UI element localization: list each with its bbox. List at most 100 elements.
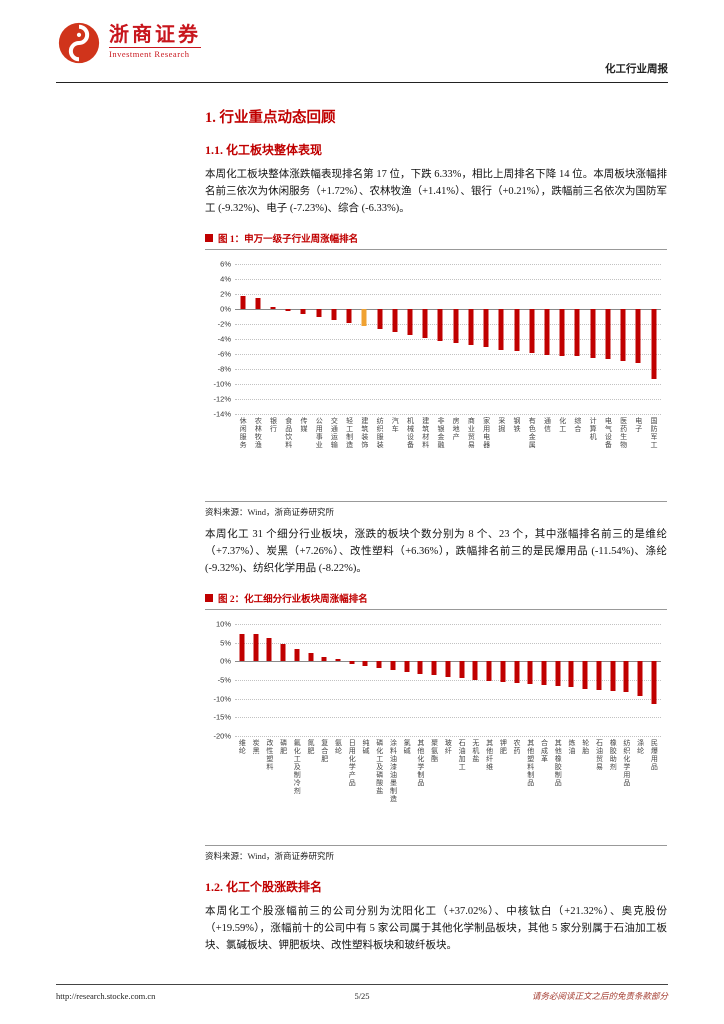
bar-slot xyxy=(427,624,441,736)
bar-slot xyxy=(262,624,276,736)
bar xyxy=(635,309,641,364)
bar-slot xyxy=(524,264,539,414)
gridline xyxy=(235,279,661,280)
bar xyxy=(270,307,276,309)
section-1-title: 1. 行业重点动态回顾 xyxy=(205,110,336,126)
bar xyxy=(544,309,550,355)
bar xyxy=(392,309,398,333)
bar-slot xyxy=(235,264,250,414)
page-number: 5/25 xyxy=(354,991,370,1001)
paragraph-subsector-performance: 本周化工 31 个细分行业板块，涨跌的板块个数分别为 8 个、23 个，其中涨幅… xyxy=(205,529,667,574)
gridline xyxy=(235,624,661,625)
figure2-bar-chart: 10% 5% 0% -5% -10% -15% -20% 维纶 炭黑 改性塑料 磷肥 氟化工及制冷剂… xyxy=(205,610,667,845)
bar-slot xyxy=(372,624,386,736)
x-label-text: 聚氨酯 xyxy=(430,739,438,763)
bar-slot xyxy=(317,624,331,736)
x-label: 家用电器 xyxy=(479,417,494,497)
figure2-source: 资料来源：Wind，浙商证券研究所 xyxy=(205,845,667,864)
bar xyxy=(620,309,626,361)
x-label-text: 炭黑 xyxy=(252,739,260,755)
bars-row xyxy=(235,264,661,414)
bar xyxy=(498,309,504,350)
x-label-text: 传媒 xyxy=(299,417,307,433)
figure2-y-axis: 10% 5% 0% -5% -10% -15% -20% xyxy=(205,620,235,741)
zero-gridline xyxy=(235,309,661,310)
bar xyxy=(346,309,352,324)
bar-slot xyxy=(606,624,620,736)
bar xyxy=(514,309,520,351)
bar xyxy=(316,309,322,317)
x-label: 综合 xyxy=(570,417,585,497)
y-tick-label: 0% xyxy=(220,304,231,314)
x-label: 钢铁 xyxy=(509,417,524,497)
bar-slot xyxy=(386,624,400,736)
x-label: 纺织化学用品 xyxy=(620,739,634,841)
figure1-y-axis: 6% 4% 2% 0% -2% -4% -6% -8% -10% -12% -14% xyxy=(205,260,235,419)
x-label: 传媒 xyxy=(296,417,311,497)
x-label: 氟化工及制冷剂 xyxy=(290,739,304,841)
x-label-text: 汽车 xyxy=(391,417,399,433)
x-label-text: 机械设备 xyxy=(406,417,414,449)
bar-slot xyxy=(345,624,359,736)
report-type-label: 化工行业周报 xyxy=(605,64,668,75)
x-label-text: 纺织化学用品 xyxy=(622,739,630,787)
x-label-text: 纺织服装 xyxy=(376,417,384,449)
bar xyxy=(529,309,535,353)
x-label: 有色金属 xyxy=(524,417,539,497)
y-tick-label: -10% xyxy=(213,694,231,704)
x-label: 交通运输 xyxy=(326,417,341,497)
x-label-text: 食品饮料 xyxy=(284,417,292,449)
x-label: 房地产 xyxy=(448,417,463,497)
bar-slot xyxy=(265,264,280,414)
bar-slot xyxy=(304,624,318,736)
x-label-text: 钢铁 xyxy=(513,417,521,433)
bar xyxy=(404,661,410,673)
x-label-text: 磷化工及磷酸盐 xyxy=(375,739,383,795)
gridline xyxy=(235,354,661,355)
x-label: 改性塑料 xyxy=(262,739,276,841)
x-label-text: 综合 xyxy=(573,417,581,433)
x-label-text: 钾肥 xyxy=(499,739,507,755)
bar xyxy=(472,661,478,680)
x-label: 其他塑料制品 xyxy=(523,739,537,841)
figure2-caption: 图 2：化工细分行业板块周涨幅排名 xyxy=(205,589,667,610)
bar-slot xyxy=(565,624,579,736)
x-label-text: 计算机 xyxy=(589,417,597,441)
bar-slot xyxy=(510,624,524,736)
x-label: 炼油 xyxy=(565,739,579,841)
x-label: 银行 xyxy=(265,417,280,497)
x-label: 其他化学制品 xyxy=(414,739,428,841)
header: 浙商证券 Investment Research 化工行业周报 xyxy=(56,20,668,78)
x-label-text: 橡胶助剂 xyxy=(609,739,617,771)
research-site-link[interactable]: http://research.stocke.com.cn xyxy=(56,991,156,1001)
bar-slot xyxy=(414,624,428,736)
x-label-text: 建筑装饰 xyxy=(360,417,368,449)
bar xyxy=(623,661,629,693)
x-label-text: 采掘 xyxy=(497,417,505,433)
bar-slot xyxy=(479,264,494,414)
bar-slot xyxy=(615,264,630,414)
bar-slot xyxy=(235,624,249,736)
figure1-caption-text: 图 1：申万一级子行业周涨幅排名 xyxy=(218,235,359,245)
bar xyxy=(651,661,657,705)
x-label: 农林牧渔 xyxy=(250,417,265,497)
paragraph-stock-ranking: 本周化工个股涨幅前三的公司分别为沈阳化工（+37.02%）、中核钛白（+21.3… xyxy=(205,906,667,951)
x-label-text: 石油贸易 xyxy=(595,739,603,771)
bar xyxy=(574,309,580,357)
content-column: 1. 行业重点动态回顾 1.1. 化工板块整体表现 本周化工板块整体涨跌幅表现排… xyxy=(205,100,667,964)
bar-slot xyxy=(441,624,455,736)
gridline xyxy=(235,399,661,400)
figure2-caption-text: 图 2：化工细分行业板块周涨幅排名 xyxy=(218,595,368,605)
bar xyxy=(253,634,259,662)
y-tick-label: 4% xyxy=(220,274,231,284)
x-label: 计算机 xyxy=(585,417,600,497)
bar-slot xyxy=(342,264,357,414)
bar xyxy=(349,661,355,664)
bar-slot xyxy=(249,624,263,736)
bar-slot xyxy=(387,264,402,414)
bar-slot xyxy=(592,624,606,736)
x-label-text: 维纶 xyxy=(238,739,246,755)
x-label: 橡胶助剂 xyxy=(606,739,620,841)
bar xyxy=(468,309,474,345)
x-label-text: 玻纤 xyxy=(444,739,452,755)
